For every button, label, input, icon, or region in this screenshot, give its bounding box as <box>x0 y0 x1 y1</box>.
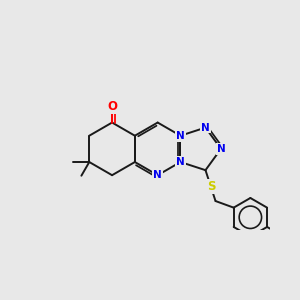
Text: O: O <box>107 100 117 113</box>
Text: N: N <box>201 123 210 133</box>
Text: N: N <box>217 144 225 154</box>
Text: N: N <box>176 131 185 141</box>
Text: S: S <box>207 180 215 194</box>
Text: N: N <box>176 157 185 167</box>
Text: N: N <box>153 170 162 180</box>
